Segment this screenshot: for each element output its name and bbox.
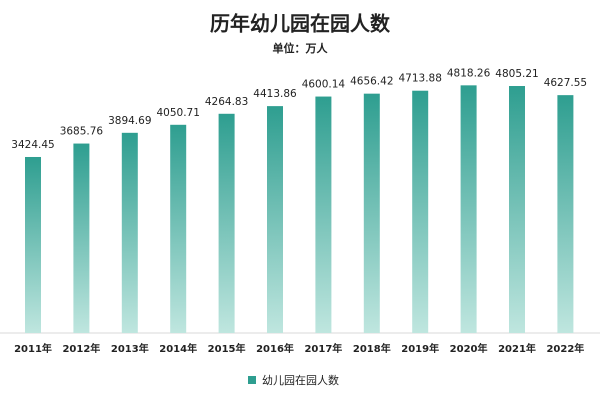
- chart-title: 历年幼儿园在园人数: [210, 12, 391, 36]
- x-tick-label: 2011年: [14, 342, 52, 355]
- value-label: 4050.71: [156, 107, 199, 119]
- chart-subtitle: 单位：万人: [273, 41, 329, 55]
- bar: [25, 156, 41, 333]
- value-label: 4656.42: [350, 76, 393, 88]
- bar: [170, 124, 187, 333]
- x-tick-label: 2013年: [111, 342, 149, 355]
- bar: [315, 96, 332, 334]
- bar: [363, 93, 380, 334]
- bar: [73, 143, 90, 333]
- x-tick-label: 2019年: [401, 342, 439, 355]
- value-label: 4805.21: [495, 68, 538, 80]
- value-label: 4627.55: [544, 77, 587, 89]
- x-tick-label: 2014年: [159, 342, 197, 355]
- value-label: 3894.69: [108, 115, 151, 127]
- value-label: 4818.26: [447, 67, 491, 79]
- x-tick-label: 2017年: [304, 342, 342, 355]
- value-label: 4600.14: [302, 79, 346, 91]
- value-label: 3424.45: [11, 139, 54, 151]
- x-tick-label: 2012年: [62, 342, 100, 355]
- x-tick-label: 2015年: [208, 342, 246, 355]
- value-label: 4264.83: [205, 96, 248, 108]
- bar: [121, 132, 138, 333]
- bar: [509, 86, 525, 333]
- value-label: 4413.86: [253, 88, 297, 100]
- x-tick-label: 2016年: [256, 342, 294, 355]
- bar: [267, 106, 283, 333]
- bar: [218, 113, 235, 333]
- x-tick-label: 2020年: [450, 342, 488, 355]
- value-label: 4713.88: [398, 73, 441, 85]
- x-tick-label: 2021年: [498, 342, 536, 355]
- x-tick-label: 2018年: [353, 342, 391, 355]
- bar: [557, 95, 574, 334]
- value-label: 3685.76: [60, 126, 104, 138]
- bar: [460, 85, 477, 334]
- legend-label: 幼儿园在园人数: [262, 374, 339, 387]
- bar: [412, 90, 429, 333]
- x-tick-label: 2022年: [546, 342, 584, 355]
- legend-swatch: [248, 376, 256, 384]
